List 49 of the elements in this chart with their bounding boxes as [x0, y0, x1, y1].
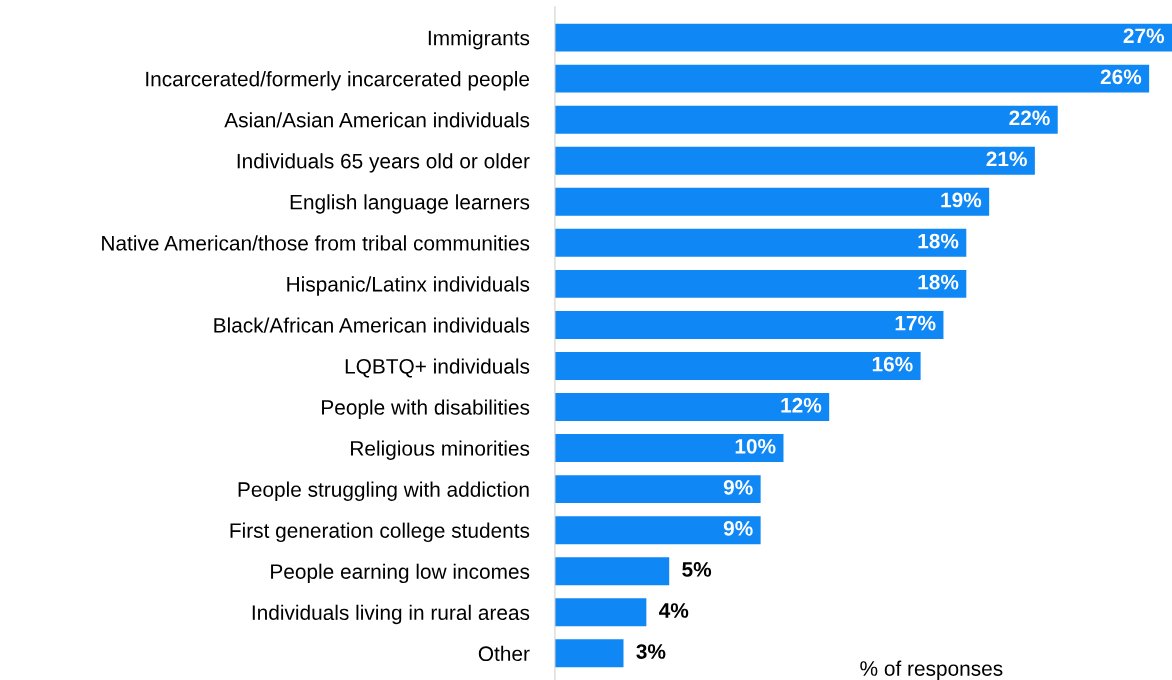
bar	[554, 228, 967, 257]
y-tick-label: Hispanic/Latinx individuals	[287, 276, 530, 296]
y-tick-label: English language learners	[290, 194, 530, 214]
data-label: 27%	[1123, 28, 1165, 44]
x-axis-title: % of responses	[860, 660, 1003, 680]
data-label: 3%	[636, 644, 666, 659]
data-label: 9%	[723, 479, 753, 495]
bar	[554, 310, 944, 339]
bar	[554, 23, 1172, 52]
y-tick-label: Incarcerated/formerly incarcerated people	[146, 71, 530, 91]
bar	[554, 393, 830, 421]
y-tick-label: Religious minorities	[351, 440, 530, 460]
data-label: 26%	[1100, 69, 1142, 85]
y-tick-label: Black/African American individuals	[214, 317, 530, 333]
data-label: 16%	[872, 356, 913, 372]
bar	[554, 187, 990, 216]
data-label: 18%	[918, 233, 959, 249]
bar	[554, 557, 670, 586]
bar	[554, 146, 1035, 175]
y-tick-label: Other	[478, 645, 530, 662]
data-label: 18%	[918, 274, 959, 290]
data-label: 22%	[1009, 110, 1050, 126]
y-tick-label: Asian/Asian American individuals	[224, 112, 530, 128]
y-tick-label: People struggling with addiction	[238, 481, 529, 501]
y-tick-label: Individuals 65 years old or older	[237, 153, 530, 173]
y-tick-label: LQBTQ+ individuals	[345, 358, 530, 378]
data-label: 4%	[659, 603, 689, 618]
data-label: 9%	[723, 521, 753, 536]
y-tick-label: First generation college students	[230, 522, 530, 543]
y-tick-label: People with disabilities	[322, 399, 530, 419]
data-label: 10%	[735, 438, 776, 454]
data-label: 19%	[941, 192, 982, 208]
data-label: 12%	[781, 397, 822, 413]
data-label: 5%	[682, 562, 712, 577]
bar	[554, 516, 761, 545]
bar	[554, 598, 647, 627]
bar	[554, 269, 967, 298]
bar	[554, 434, 784, 463]
data-label: 21%	[986, 151, 1027, 167]
y-tick-label: Immigrants	[428, 30, 530, 50]
y-tick-label: People earning low incomes	[271, 563, 530, 584]
bar	[554, 475, 761, 504]
bar	[554, 352, 921, 380]
y-tick-label: Native American/those from tribal communities	[102, 235, 530, 251]
bar	[554, 639, 624, 668]
y-tick-label: Individuals living in rural areas	[252, 604, 530, 625]
bar	[554, 64, 1150, 93]
data-label: 17%	[895, 315, 936, 331]
bar	[554, 105, 1058, 134]
